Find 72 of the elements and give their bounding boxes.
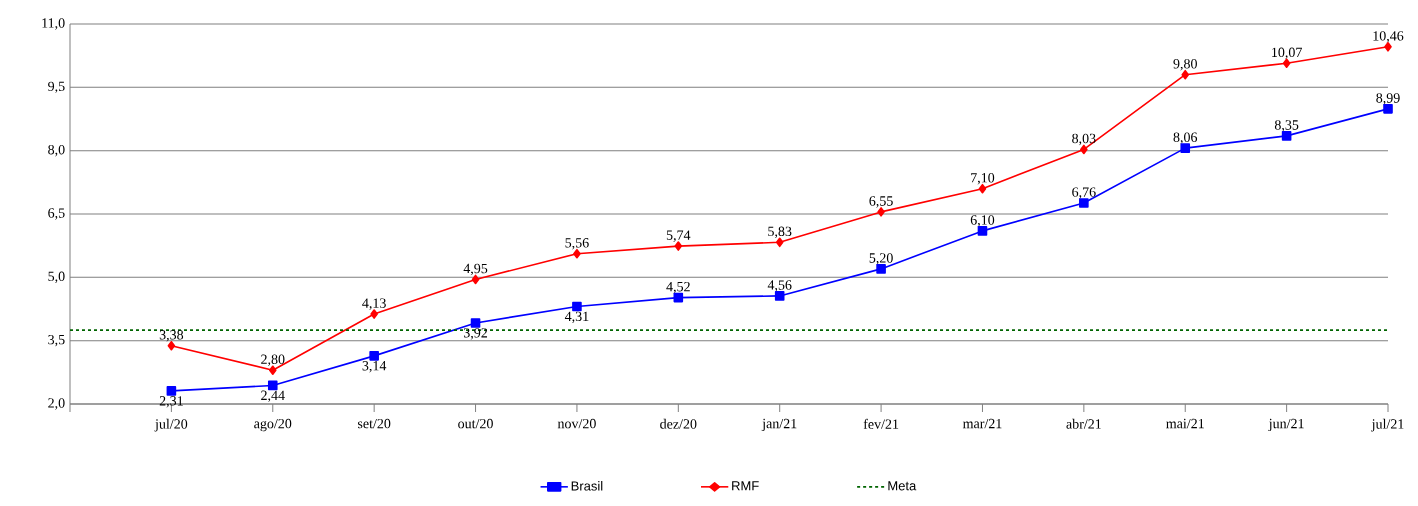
- data-label: 6,76: [1072, 187, 1096, 199]
- data-label: 4,13: [362, 298, 386, 310]
- data-label: 4,52: [666, 281, 690, 294]
- x-tick-label: out/20: [458, 418, 493, 429]
- point: [1383, 104, 1393, 114]
- data-label: 4,56: [767, 280, 792, 292]
- point: [470, 318, 481, 328]
- data-label: 6,55: [869, 196, 893, 208]
- x-tick-label: jan/21: [761, 418, 797, 432]
- y-tick-label: 9,5: [48, 81, 65, 94]
- x-tick-label: abr/21: [1066, 418, 1101, 429]
- data-label: 10,46: [1373, 31, 1404, 43]
- data-label: 2,31: [159, 396, 183, 408]
- legend-label: Meta: [888, 481, 917, 491]
- x-tick-label: ago/20: [254, 418, 292, 432]
- data-label: 2,44: [261, 390, 285, 403]
- x-tick-label: dez/20: [660, 418, 697, 429]
- data-label: 3,92: [463, 328, 488, 340]
- x-tick-label: jul/20: [154, 418, 188, 432]
- y-tick-label: 11,0: [42, 18, 65, 30]
- point: [775, 237, 784, 248]
- x-tick-label: mai/21: [1166, 418, 1204, 429]
- point: [877, 207, 885, 217]
- data-label: 10,07: [1272, 47, 1302, 60]
- point: [978, 183, 987, 194]
- data-label: 7,10: [971, 173, 995, 185]
- x-tick-label: mar/21: [962, 418, 1002, 429]
- data-label: 5,56: [565, 238, 589, 250]
- y-tick-label: 6,5: [48, 208, 65, 220]
- point: [369, 351, 379, 361]
- point: [1080, 144, 1088, 155]
- point: [166, 386, 177, 396]
- point: [1180, 143, 1191, 153]
- legend-label: Brasil: [571, 481, 603, 491]
- x-tick-label: jun/21: [1268, 418, 1304, 432]
- point: [1079, 198, 1089, 208]
- point: [1282, 58, 1291, 69]
- y-tick-label: 2,0: [48, 398, 65, 410]
- x-tick-label: jul/21: [1371, 418, 1404, 432]
- x-tick-label: set/20: [358, 418, 391, 429]
- legend-label: RMF: [732, 481, 759, 491]
- point: [268, 365, 277, 376]
- data-label: 3,14: [362, 361, 387, 373]
- data-label: 5,74: [666, 230, 691, 242]
- data-label: 4,31: [564, 311, 589, 324]
- point: [876, 264, 886, 274]
- data-label: 8,99: [1376, 93, 1400, 105]
- data-label: 2,80: [261, 354, 285, 367]
- point: [977, 226, 988, 236]
- point: [167, 340, 176, 351]
- data-label: 5,83: [768, 226, 792, 239]
- data-label: 4,95: [463, 263, 488, 276]
- x-tick-label: nov/20: [557, 418, 596, 429]
- point: [572, 301, 582, 312]
- data-label: 8,06: [1173, 132, 1198, 144]
- point: [674, 241, 683, 251]
- point: [774, 291, 785, 301]
- data-label: 8,03: [1072, 133, 1096, 146]
- point: [471, 274, 480, 285]
- data-label: 8,35: [1274, 120, 1299, 132]
- data-label: 5,20: [869, 253, 893, 265]
- point: [1384, 42, 1392, 52]
- y-tick-label: 3,5: [48, 334, 65, 347]
- point: [370, 309, 378, 319]
- point: [267, 380, 278, 391]
- x-tick-label: fev/21: [863, 418, 899, 429]
- data-label: 6,10: [970, 215, 995, 227]
- y-tick-label: 5,0: [48, 271, 65, 284]
- data-label: 3,38: [159, 330, 184, 342]
- data-label: 9,80: [1173, 59, 1197, 71]
- y-tick-label: 8,0: [48, 144, 65, 157]
- point: [1281, 131, 1292, 141]
